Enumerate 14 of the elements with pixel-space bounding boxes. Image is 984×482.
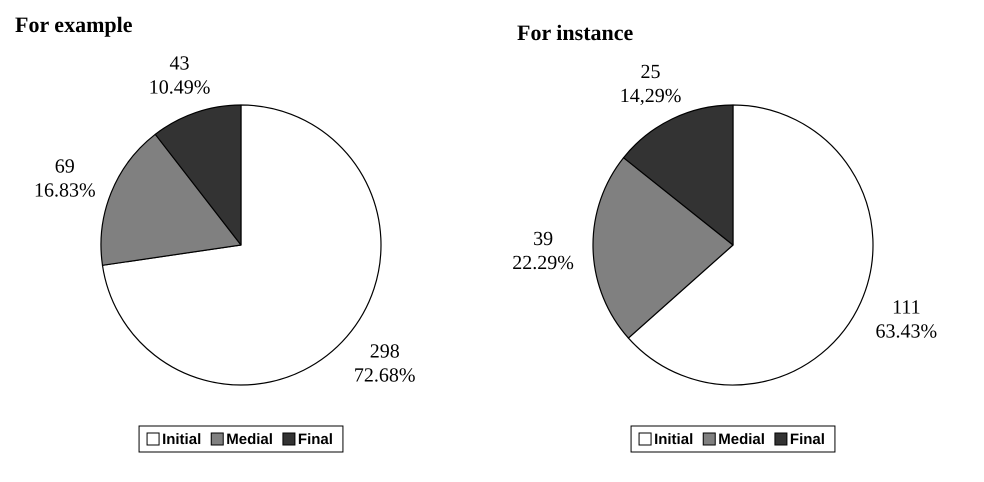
legend-label: Medial <box>226 431 273 448</box>
data-label: 25 14,29% <box>620 60 682 107</box>
legend-label: Final <box>790 431 825 448</box>
chart-title: For example <box>15 12 133 37</box>
chart-title: For instance <box>517 20 634 45</box>
data-label: 111 63.43% <box>876 296 938 343</box>
legend-label: Final <box>298 431 333 448</box>
legend-label: Medial <box>718 431 765 448</box>
data-label: 298 72.68% <box>354 340 416 387</box>
legend-label: Initial <box>162 431 202 448</box>
data-label: 69 16.83% <box>34 156 96 202</box>
data-label: 39 22.29% <box>512 228 574 274</box>
legend-label: Initial <box>654 431 694 448</box>
data-label: 43 10.49% <box>148 52 210 99</box>
